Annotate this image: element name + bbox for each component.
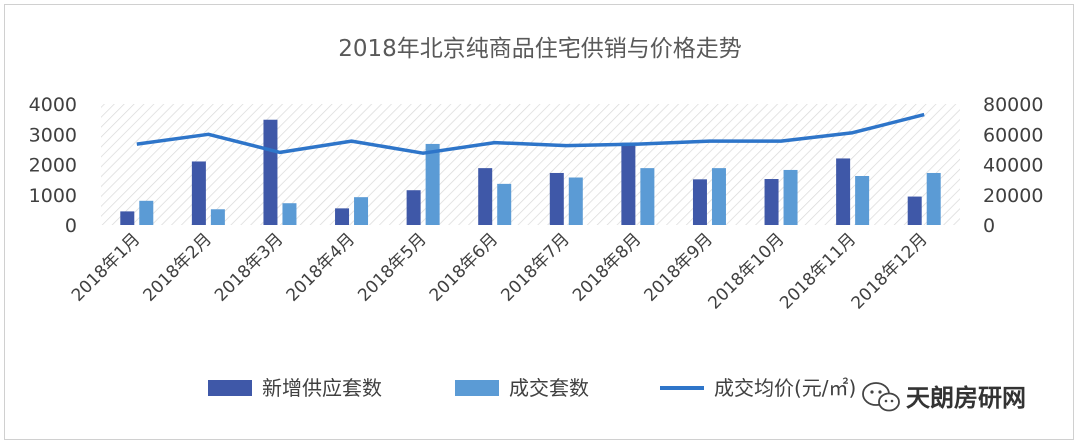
right-tick-0: 0 <box>983 215 995 237</box>
legend-label-3: 成交均价(元/㎡) <box>714 376 856 400</box>
x-tick-6: 2018年6月 <box>426 229 502 305</box>
bar-sales-9 <box>711 168 726 225</box>
bar-supply-5 <box>406 190 421 225</box>
legend-swatch-1 <box>208 380 252 396</box>
bar-supply-2 <box>191 161 206 225</box>
line-avg-price <box>136 112 925 155</box>
legend-swatch-2 <box>455 380 499 396</box>
bar-supply-3 <box>263 119 278 225</box>
watermark: 天朗房研网 <box>862 382 1026 412</box>
bar-sales-1 <box>139 200 154 225</box>
legend-label-2: 成交套数 <box>509 376 589 400</box>
bar-supply-12 <box>907 196 922 225</box>
left-tick-0: 0 <box>65 215 77 237</box>
left-tick-4: 4000 <box>29 94 77 116</box>
bar-sales-10 <box>783 169 798 225</box>
x-tick-10: 2018年10月 <box>704 229 788 313</box>
bar-sales-3 <box>282 203 297 225</box>
watermark-text: 天朗房研网 <box>906 384 1026 412</box>
bar-sales-11 <box>855 175 870 225</box>
bar-supply-4 <box>335 208 350 225</box>
x-tick-3: 2018年3月 <box>211 229 287 305</box>
bar-supply-9 <box>692 179 707 225</box>
x-tick-5: 2018年5月 <box>354 229 430 305</box>
wechat-icon <box>862 382 900 412</box>
bar-supply-10 <box>764 179 779 225</box>
bar-supply-7 <box>549 172 564 225</box>
line-group <box>136 112 925 155</box>
x-tick-11: 2018年11月 <box>776 229 860 313</box>
legend-label-1: 新增供应套数 <box>262 376 382 400</box>
bar-sales-4 <box>354 197 369 225</box>
bar-sales-8 <box>640 168 655 225</box>
x-tick-7: 2018年7月 <box>497 229 573 305</box>
x-tick-9: 2018年9月 <box>641 229 717 305</box>
right-tick-1: 20000 <box>983 185 1043 207</box>
bar-supply-8 <box>621 142 636 225</box>
right-axis-ticks: 0 20000 40000 60000 80000 <box>983 94 1043 237</box>
left-tick-3: 3000 <box>29 124 77 146</box>
bar-sales-6 <box>497 183 512 225</box>
bar-sales-2 <box>210 209 225 225</box>
x-tick-4: 2018年4月 <box>283 229 359 305</box>
right-tick-3: 60000 <box>983 124 1043 146</box>
x-tick-8: 2018年8月 <box>569 229 645 305</box>
chart-title: 2018年北京纯商品住宅供销与价格走势 <box>338 36 742 62</box>
bar-supply-11 <box>836 158 851 225</box>
left-tick-1: 1000 <box>29 185 77 207</box>
x-tick-12: 2018年12月 <box>848 229 932 313</box>
right-tick-4: 80000 <box>983 94 1043 116</box>
bar-sales-12 <box>926 172 941 225</box>
bar-supply-6 <box>478 168 493 225</box>
legend: 新增供应套数 成交套数 成交均价(元/㎡) <box>208 376 856 400</box>
left-axis-ticks: 0 1000 2000 3000 4000 <box>29 94 77 237</box>
right-tick-2: 40000 <box>983 155 1043 177</box>
x-tick-2: 2018年2月 <box>139 229 215 305</box>
bar-supply-1 <box>120 211 135 225</box>
plot-area <box>101 104 960 225</box>
bars-group <box>120 119 941 225</box>
left-tick-2: 2000 <box>29 155 77 177</box>
bar-sales-7 <box>568 177 583 225</box>
x-tick-1: 2018年1月 <box>68 229 144 305</box>
bar-sales-5 <box>425 143 440 225</box>
x-axis-ticks: 2018年1月2018年2月2018年3月2018年4月2018年5月2018年… <box>68 229 932 313</box>
